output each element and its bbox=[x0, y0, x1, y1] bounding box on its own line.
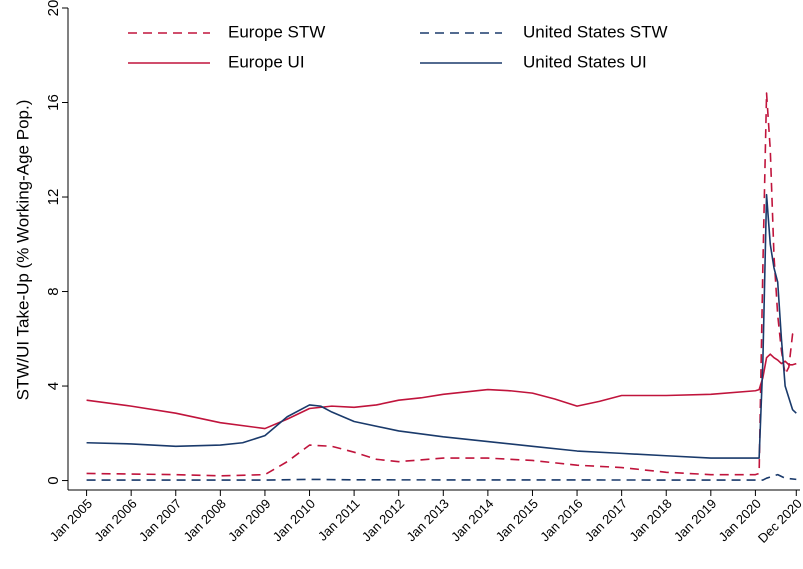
y-tick-label: 16 bbox=[45, 94, 62, 111]
legend-label: Europe UI bbox=[228, 52, 305, 71]
x-tick-label: Jan 2016 bbox=[537, 496, 585, 544]
x-tick-label: Dec 2020 bbox=[755, 496, 803, 546]
series-line bbox=[86, 473, 797, 481]
x-tick-label: Jan 2018 bbox=[626, 496, 674, 544]
x-tick-label: Jan 2019 bbox=[671, 496, 719, 544]
legend-label: United States STW bbox=[523, 22, 668, 41]
legend-label: Europe STW bbox=[228, 22, 325, 41]
x-tick-label: Jan 2011 bbox=[315, 496, 363, 544]
x-tick-label: Jan 2006 bbox=[91, 496, 139, 544]
x-tick-label: Jan 2017 bbox=[582, 496, 630, 544]
x-tick-label: Jan 2008 bbox=[180, 496, 228, 544]
legend-label: United States UI bbox=[523, 52, 647, 71]
x-tick-label: Jan 2012 bbox=[359, 496, 407, 544]
series-line bbox=[86, 193, 797, 459]
y-tick-label: 20 bbox=[45, 0, 62, 16]
x-tick-label: Jan 2010 bbox=[270, 496, 318, 544]
x-tick-label: Jan 2015 bbox=[493, 496, 541, 544]
y-tick-label: 12 bbox=[45, 189, 62, 206]
y-tick-label: 0 bbox=[45, 476, 62, 484]
series-line bbox=[86, 92, 797, 477]
y-axis-title: STW/UI Take-Up (% Working-Age Pop.) bbox=[13, 100, 32, 401]
x-tick-label: Jan 2007 bbox=[136, 496, 184, 544]
x-tick-label: Jan 2009 bbox=[225, 496, 273, 544]
x-tick-label: Jan 2013 bbox=[403, 496, 451, 544]
y-tick-label: 8 bbox=[45, 287, 62, 295]
x-tick-label: Jan 2005 bbox=[47, 496, 95, 544]
series-line bbox=[86, 353, 797, 430]
x-tick-label: Jan 2014 bbox=[448, 496, 496, 544]
y-tick-label: 4 bbox=[45, 382, 62, 390]
